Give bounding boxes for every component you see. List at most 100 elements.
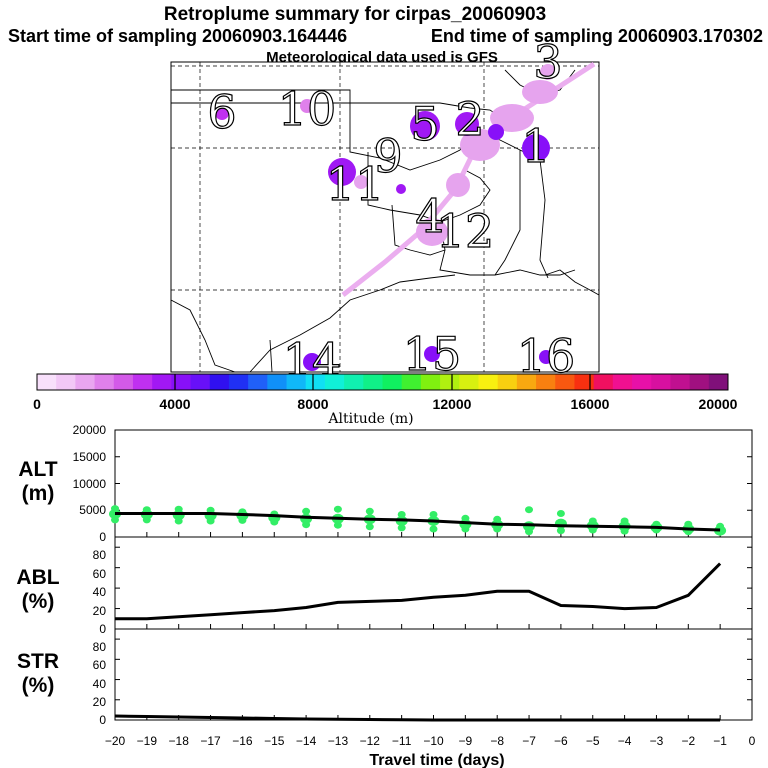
day-marker [328, 158, 356, 186]
str-y-tick: 20 [93, 695, 107, 709]
colorbar-segment [94, 374, 115, 390]
str-y-tick: 60 [93, 658, 107, 672]
map-graticule [171, 62, 599, 372]
colorbar-segment [56, 374, 76, 390]
abl-y-tick: 20 [93, 604, 107, 618]
day-label: 12 [436, 204, 495, 258]
abl-panel-label: ABL [16, 566, 59, 589]
x-tick-label: −3 [650, 734, 664, 748]
alt-particle-marker [142, 506, 151, 514]
day-marker [424, 346, 440, 362]
colorbar-tick: 0 [33, 396, 41, 412]
day-marker [488, 124, 504, 140]
day-label: 15 [403, 327, 462, 381]
alt-y-tick: 20000 [73, 423, 107, 437]
x-tick-label: −11 [392, 734, 412, 748]
x-tick-labels: −20 −19 −18 −17 −16 −15 −14 −13 −12 −11 −10 −9 −8 −7−… [105, 734, 756, 748]
x-tick-label: −4 [618, 734, 632, 748]
start-time-label: Start time of sampling 20060903.164446 [8, 26, 347, 46]
x-tick-label: −18 [169, 734, 190, 748]
colorbar-segment [113, 374, 134, 390]
colorbar-segment [401, 374, 422, 390]
colorbar-segment [75, 374, 96, 390]
x-tick-label: −2 [681, 734, 695, 748]
day-marker [410, 111, 440, 141]
plume-spread [354, 64, 558, 246]
colorbar-segment [593, 374, 614, 390]
alt-particle-marker [365, 507, 374, 515]
alt-particle-marker [111, 505, 119, 513]
alt-y-tick: 15000 [73, 450, 107, 464]
day-labels: 6 10 5 2 1 9 11 4 12 14 15 16 3 [207, 34, 576, 387]
day-marker [396, 184, 406, 194]
colorbar-segment [516, 374, 537, 390]
day-marker [455, 112, 479, 136]
colorbar-segment [171, 374, 192, 390]
day-marker [539, 350, 553, 364]
colorbar-label: Altitude (m) [327, 411, 413, 427]
alt-y-tick: 10000 [73, 477, 107, 491]
abl-y-tick: 40 [93, 585, 107, 599]
alt-particle-marker [302, 507, 311, 515]
colorbar-segment [632, 374, 652, 390]
x-tick-label: −13 [328, 734, 349, 748]
colorbar-segment [324, 374, 345, 390]
colorbar-segment [152, 374, 172, 390]
day-marker [303, 353, 321, 371]
alt-panel-label: ALT [18, 458, 57, 481]
alt-particle-marker [620, 517, 629, 525]
abl-y-tick: 60 [93, 567, 107, 581]
str-line [114, 714, 721, 722]
colorbar-segment [497, 374, 518, 390]
str-y-tick: 80 [93, 640, 107, 654]
colorbar-segment [190, 374, 211, 390]
colorbar-tick: 4000 [159, 396, 190, 412]
colorbar-segment [248, 374, 268, 390]
colorbar-frame [36, 373, 729, 391]
colorbar-segment [612, 374, 633, 390]
colorbar-segment [37, 374, 57, 390]
alt-particle-marker [556, 527, 565, 535]
x-tick-label: −9 [459, 734, 473, 748]
alt-particle-marker [525, 506, 533, 514]
colorbar-segment [363, 374, 383, 390]
x-tick-label: −16 [232, 734, 253, 748]
alt-panel-unit: (m) [22, 482, 55, 505]
colorbar-segment [670, 374, 691, 390]
alt-particle-marker [684, 520, 693, 528]
x-tick-label: −5 [586, 734, 600, 748]
abl-line [115, 562, 722, 621]
alt-particle-marker [333, 505, 342, 513]
colorbar-segment [305, 374, 326, 390]
x-tick-label: 0 [749, 734, 756, 748]
str-y-tick: 40 [93, 677, 107, 691]
alt-particle-marker [397, 511, 406, 518]
alt-particle-marker [174, 505, 183, 513]
x-tick-label: −17 [200, 734, 221, 748]
plume-track [341, 61, 596, 297]
x-tick-label: −19 [137, 734, 158, 748]
alt-particle-marker [461, 514, 470, 522]
day-marker [300, 99, 314, 113]
alt-particle-marker [429, 511, 438, 518]
retroplume-map: 6 10 5 2 1 9 11 4 12 14 15 16 3 [170, 34, 600, 388]
colorbar-segment [228, 374, 249, 390]
colorbar-segment [459, 374, 479, 390]
alt-particle-marker [397, 524, 406, 532]
end-time-label: End time of sampling 20060903.170302 [431, 26, 763, 46]
colorbar-segment [440, 374, 460, 390]
colorbar-segment [708, 374, 729, 390]
x-tick-label: −20 [105, 734, 126, 748]
x-axis-label: Travel time (days) [369, 752, 504, 768]
alt-particle-marker [588, 517, 597, 525]
abl-y-tick: 0 [99, 622, 106, 636]
colorbar-segment [209, 374, 230, 390]
altitude-colorbar [37, 374, 729, 390]
figure-title: Retroplume summary for cirpas_20060903 [164, 4, 546, 25]
colorbar-segment [132, 374, 153, 390]
alt-particle-marker [365, 523, 374, 531]
alt-particle-marker [429, 525, 438, 533]
str-panel-frame [114, 628, 753, 721]
day-label: 4 [415, 189, 444, 243]
